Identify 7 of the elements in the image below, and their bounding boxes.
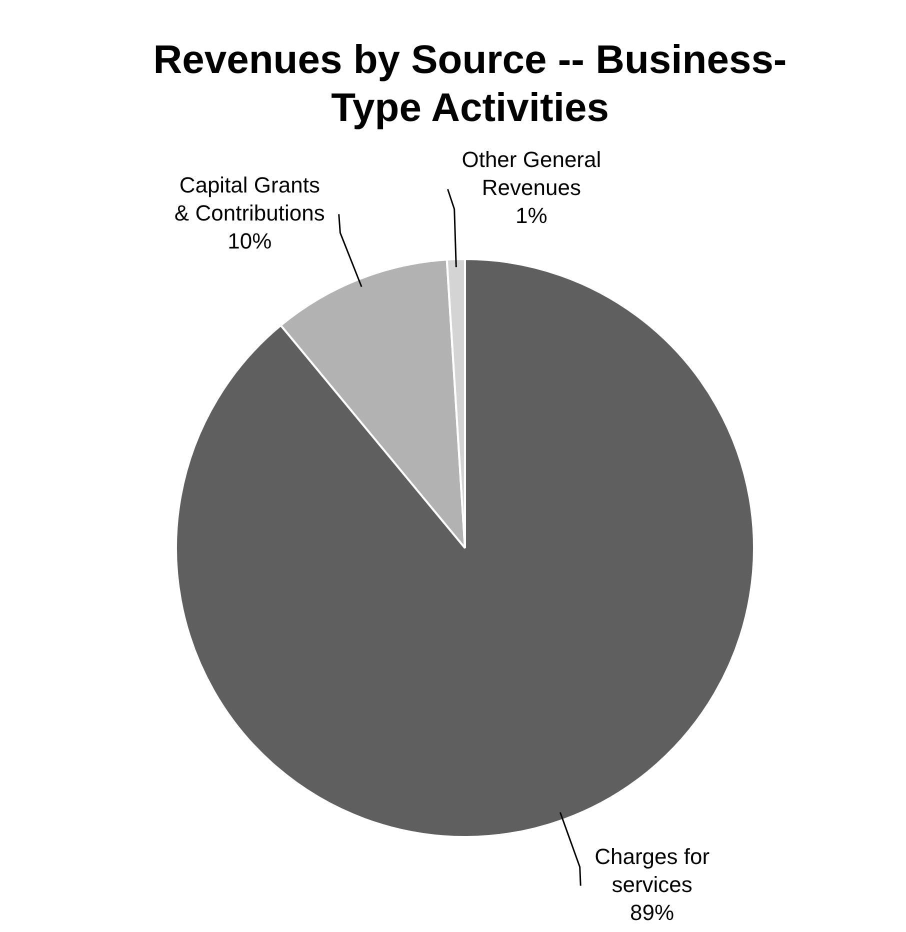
slice-label: Capital Grants & Contributions [174,172,325,226]
data-label: 1% [516,203,548,228]
chart-title: Revenues by Source -- Business-Type Activities [152,37,788,130]
data-label: 89% [630,900,674,925]
slice-label: Other General Revenues [462,147,602,200]
slice-label: Charges for services [594,844,710,897]
data-label: 10% [228,228,272,254]
